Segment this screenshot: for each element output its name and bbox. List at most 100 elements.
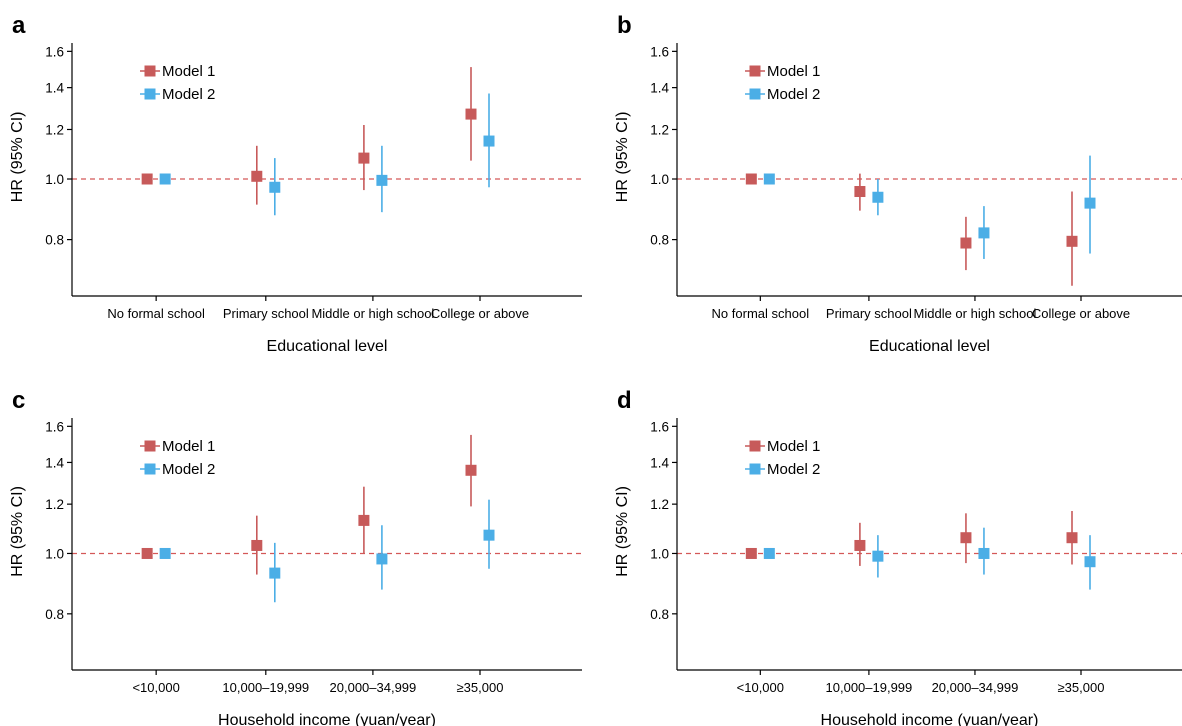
marker-model1 — [141, 173, 153, 185]
marker-model2 — [483, 135, 495, 147]
panel-letter: a — [12, 12, 26, 39]
legend-marker — [144, 88, 156, 100]
y-tick-label: 1.0 — [45, 172, 64, 187]
marker-model2 — [376, 553, 388, 565]
y-tick-label: 0.8 — [45, 607, 64, 622]
y-axis-title: HR (95% CI) — [9, 486, 26, 577]
legend-label: Model 1 — [767, 438, 820, 455]
y-axis-title: HR (95% CI) — [614, 486, 631, 577]
y-tick-label: 1.2 — [45, 122, 64, 137]
x-tick-label: <10,000 — [737, 680, 784, 695]
x-axis-title: Household income (yuan/year) — [218, 712, 436, 726]
y-tick-label: 1.6 — [45, 419, 64, 434]
y-tick-label: 0.8 — [45, 233, 64, 248]
marker-model2 — [872, 550, 884, 562]
marker-model1 — [141, 547, 153, 559]
x-axis-title: Educational level — [869, 338, 990, 355]
marker-model1 — [854, 539, 866, 551]
panel-d: d 0.8 1.0 1.2 1.4 1.6 <10,000 10,000–19,999 20,0… — [614, 387, 1182, 726]
legend-label: Model 2 — [767, 461, 820, 478]
legend-marker — [749, 463, 761, 475]
x-tick-label: College or above — [1032, 306, 1130, 321]
legend-marker — [144, 65, 156, 77]
marker-model1 — [745, 173, 757, 185]
marker-model2 — [269, 181, 281, 193]
legend-marker — [144, 463, 156, 475]
y-tick-label: 1.4 — [650, 81, 669, 96]
legend-label: Model 2 — [162, 86, 215, 103]
x-tick-label: 10,000–19,999 — [222, 680, 309, 695]
marker-model1 — [1066, 235, 1078, 247]
y-tick-label: 1.0 — [650, 172, 669, 187]
y-tick-label: 1.2 — [45, 497, 64, 512]
panel-letter: b — [617, 12, 632, 39]
y-tick-label: 1.2 — [650, 122, 669, 137]
marker-model1 — [465, 108, 477, 120]
marker-model2 — [978, 547, 990, 559]
legend: Model 1 Model 2 — [140, 438, 215, 478]
marker-model2 — [763, 173, 775, 185]
y-tick-label: 1.0 — [650, 546, 669, 561]
marker-model1 — [854, 186, 866, 198]
marker-model1 — [960, 532, 972, 544]
x-tick-label: No formal school — [712, 306, 810, 321]
legend: Model 1 Model 2 — [745, 63, 820, 103]
panel-b: b 0.8 1.0 1.2 1.4 1.6 No formal school Primary … — [614, 12, 1182, 355]
marker-model1 — [960, 237, 972, 249]
panel-letter: c — [12, 387, 25, 414]
panel-a: a 0.8 1.0 1.2 1.4 1.6 No formal school Primary … — [9, 12, 582, 355]
legend: Model 1 Model 2 — [140, 63, 215, 103]
y-tick-label: 0.8 — [650, 607, 669, 622]
y-axis-title: HR (95% CI) — [9, 112, 26, 203]
legend-label: Model 1 — [767, 63, 820, 80]
legend-marker — [749, 88, 761, 100]
x-tick-label: 20,000–34,999 — [330, 680, 417, 695]
y-tick-label: 1.4 — [45, 455, 64, 470]
marker-model1 — [1066, 532, 1078, 544]
y-tick-label: 1.6 — [45, 44, 64, 59]
marker-model1 — [358, 152, 370, 164]
panel-letter: d — [617, 387, 632, 414]
x-tick-label: ≥35,000 — [457, 680, 504, 695]
marker-model2 — [376, 174, 388, 186]
y-tick-label: 1.4 — [45, 81, 64, 96]
x-tick-label: Primary school — [826, 306, 912, 321]
y-tick-label: 0.8 — [650, 233, 669, 248]
marker-model1 — [745, 547, 757, 559]
panel-c: c 0.8 1.0 1.2 1.4 1.6 <10,000 10,000–19,999 20,0… — [9, 387, 582, 726]
x-axis-title: Educational level — [267, 338, 388, 355]
y-tick-label: 1.6 — [650, 44, 669, 59]
legend-label: Model 2 — [767, 86, 820, 103]
y-tick-label: 1.2 — [650, 497, 669, 512]
y-tick-label: 1.6 — [650, 419, 669, 434]
x-tick-label: 10,000–19,999 — [826, 680, 913, 695]
x-axis-title: Household income (yuan/year) — [821, 712, 1039, 726]
marker-model2 — [763, 547, 775, 559]
y-axis-title: HR (95% CI) — [614, 112, 631, 203]
marker-model2 — [872, 191, 884, 203]
legend-label: Model 2 — [162, 461, 215, 478]
marker-model2 — [269, 567, 281, 579]
marker-model2 — [1084, 556, 1096, 568]
marker-model2 — [483, 529, 495, 541]
marker-model2 — [978, 227, 990, 239]
x-tick-label: No formal school — [107, 306, 205, 321]
marker-model2 — [159, 547, 171, 559]
x-tick-label: 20,000–34,999 — [932, 680, 1019, 695]
marker-model2 — [1084, 197, 1096, 209]
x-tick-label: College or above — [431, 306, 529, 321]
legend: Model 1 Model 2 — [745, 438, 820, 478]
legend-label: Model 1 — [162, 438, 215, 455]
marker-model1 — [251, 170, 263, 182]
legend-marker — [749, 65, 761, 77]
marker-model1 — [358, 514, 370, 526]
x-tick-label: Primary school — [223, 306, 309, 321]
x-tick-label: ≥35,000 — [1058, 680, 1105, 695]
legend-label: Model 1 — [162, 63, 215, 80]
x-tick-label: Middle or high school — [311, 306, 434, 321]
y-tick-label: 1.0 — [45, 546, 64, 561]
x-tick-label: Middle or high school — [914, 306, 1037, 321]
legend-marker — [144, 440, 156, 452]
legend-marker — [749, 440, 761, 452]
